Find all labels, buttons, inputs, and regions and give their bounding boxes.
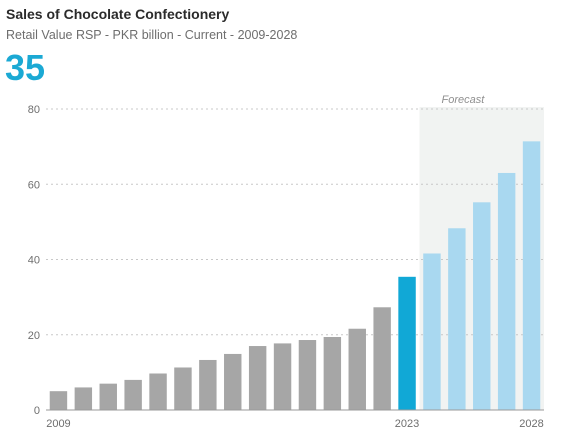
bar-2022 [373, 307, 391, 410]
y-tick-label: 60 [28, 179, 40, 191]
bar-2010 [74, 387, 93, 410]
bar-2016 [224, 353, 242, 410]
headline-value: 35 [5, 47, 46, 88]
chart-subtitle: Retail Value RSP - PKR billion - Current… [6, 28, 298, 42]
bar-2014 [174, 367, 192, 410]
bar-2011 [99, 383, 117, 410]
bar-2025 [448, 228, 466, 410]
bar-2021 [348, 328, 366, 410]
bar-2026 [473, 202, 491, 410]
bar-2013 [149, 373, 167, 410]
bar-2019 [298, 340, 317, 410]
forecast-label: Forecast [442, 94, 486, 106]
bars [49, 141, 541, 411]
bar-2027 [497, 172, 516, 410]
bar-2015 [199, 359, 217, 410]
bar-2017 [248, 346, 267, 410]
x-tick-label-2023: 2023 [395, 418, 419, 430]
bar-2020 [323, 337, 342, 410]
y-tick-label: 80 [28, 104, 40, 116]
bar-2023 [398, 276, 416, 410]
y-axis-labels: 0 20 40 60 80 [28, 104, 40, 417]
x-axis-labels: 2009 2023 2028 [46, 418, 544, 430]
y-tick-label: 20 [28, 330, 40, 342]
bar-2018 [273, 343, 292, 410]
x-tick-label-2009: 2009 [46, 418, 70, 430]
bar-2009 [49, 391, 68, 410]
y-tick-label: 0 [34, 405, 40, 417]
x-tick-label-2028: 2028 [519, 418, 543, 430]
bar-2024 [423, 253, 441, 410]
chart-title: Sales of Chocolate Confectionery [6, 6, 230, 22]
bar-2028 [522, 141, 541, 411]
bar-2012 [124, 379, 142, 410]
y-tick-label: 40 [28, 255, 40, 267]
